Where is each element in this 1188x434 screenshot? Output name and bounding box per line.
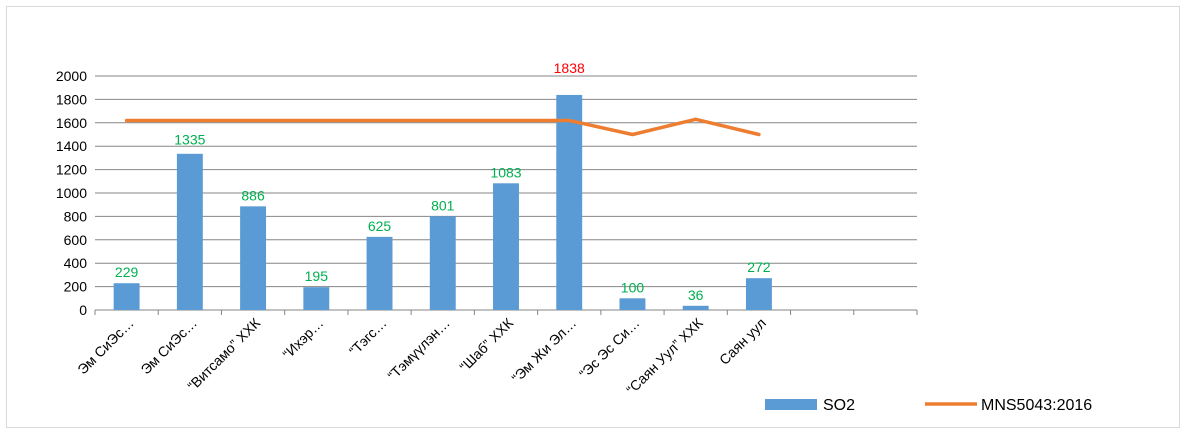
- data-labels: 229 1335 886 195 625 801 1083 1838 100 36 272: [115, 60, 771, 303]
- x-category-label: “Ихэр…: [279, 315, 326, 362]
- y-tick-label: 0: [79, 302, 87, 318]
- data-label: 1838: [554, 60, 585, 76]
- x-category-label: Саян уул: [716, 315, 769, 368]
- y-tick-label: 400: [64, 255, 88, 271]
- line-mns5043: [124, 117, 761, 137]
- y-tick-label: 200: [64, 279, 88, 295]
- x-category-label: “Эм Жи Эл…: [508, 315, 579, 386]
- legend-swatch-so2: [765, 399, 817, 410]
- x-axis-category-labels: Эм СиЭс… Эм СиЭс…“Витсамо” ХХК “Ихэр… “Тэгс…: [74, 314, 769, 397]
- x-category-label: “Тэгс…: [346, 315, 390, 359]
- data-label: 1335: [174, 131, 205, 147]
- bar-so2: [176, 153, 203, 310]
- legend: SO2 MNS5043:2016: [765, 397, 1092, 414]
- bar-so2: [113, 283, 140, 310]
- legend-label-mns5043: MNS5043:2016: [981, 397, 1092, 414]
- chart-frame: 0 200 400 600 800 1000 1200 1400 1600 1800 2000 22…: [6, 6, 1180, 428]
- bar-so2: [429, 216, 456, 310]
- x-category-label: “Тэмүүлэн…: [384, 315, 453, 384]
- data-label: 801: [431, 197, 455, 213]
- data-label: 886: [241, 187, 265, 203]
- data-label: 625: [368, 218, 392, 234]
- x-category-label: “Шаб” ХХК: [456, 314, 516, 374]
- bar-so2: [745, 278, 772, 310]
- legend-label-so2: SO2: [823, 397, 855, 414]
- line-series-mns5043: [124, 117, 761, 137]
- y-tick-label: 600: [64, 232, 88, 248]
- data-label: 229: [115, 264, 139, 280]
- x-category-label: “Эс Эс Си…: [576, 315, 643, 382]
- bar-so2: [493, 183, 519, 310]
- x-category-label: Эм СиЭс…: [74, 315, 137, 378]
- y-tick-label: 2000: [56, 68, 87, 84]
- y-tick-label: 1200: [56, 162, 87, 178]
- y-axis-tick-labels: 0 200 400 600 800 1000 1200 1400 1600 1800 2000: [56, 68, 87, 318]
- data-label: 100: [621, 279, 645, 295]
- y-tick-label: 1800: [56, 91, 87, 107]
- y-tick-label: 1400: [56, 138, 87, 154]
- bar-so2: [303, 287, 330, 310]
- data-label: 1083: [490, 164, 521, 180]
- data-label: 272: [747, 259, 771, 275]
- bar-so2: [556, 94, 583, 310]
- x-category-label: Эм СиЭс…: [137, 315, 200, 378]
- data-label: 36: [688, 287, 704, 303]
- data-label: 195: [305, 268, 329, 284]
- bar-series-so2: [113, 94, 772, 310]
- y-tick-label: 800: [64, 208, 88, 224]
- chart-svg: 0 200 400 600 800 1000 1200 1400 1600 1800 2000 22…: [56, 60, 1092, 414]
- y-tick-label: 1000: [56, 185, 87, 201]
- bar-so2: [366, 236, 393, 310]
- bar-so2: [619, 298, 646, 310]
- bar-so2: [240, 206, 267, 310]
- bar-so2: [682, 305, 709, 310]
- y-tick-label: 1600: [56, 115, 87, 131]
